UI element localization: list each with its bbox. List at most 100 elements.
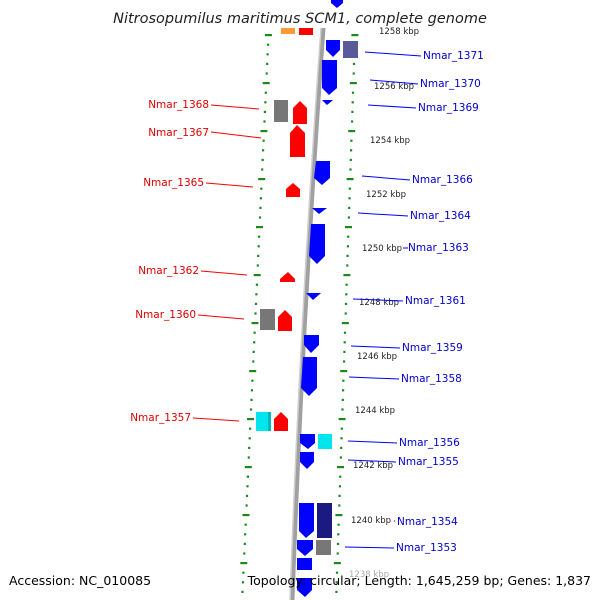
orange-feature (281, 28, 295, 34)
tick-mark (267, 43, 270, 46)
tick-mark (263, 120, 266, 123)
gene-features (256, 0, 358, 597)
scale-label: 1256 kbp (374, 82, 414, 92)
gene-label: Nmar_1369 (418, 102, 479, 114)
genome-backbone-highlight (289, 27, 322, 600)
forward-gene (299, 28, 313, 35)
genome-summary-text: Topology: circular; Length: 1,645,259 bp… (247, 573, 591, 588)
tick-mark (241, 581, 245, 584)
tick-mark (243, 542, 246, 545)
gene-label: Nmar_1365 (143, 177, 204, 189)
gene-label: Nmar_1359 (402, 342, 463, 354)
tick-mark (243, 552, 246, 555)
tick-mark (340, 427, 343, 430)
tick-mark (351, 34, 359, 37)
tick-mark (253, 274, 261, 277)
tick-mark (335, 581, 338, 584)
tick-mark (264, 34, 272, 37)
tick-mark (348, 187, 351, 190)
label-line (210, 131, 262, 139)
tick-mark (259, 206, 262, 209)
tick-mark (247, 418, 254, 421)
reverse-gene (314, 161, 330, 185)
tick-mark (335, 571, 339, 574)
tick-mark (258, 178, 266, 181)
slate-feature (343, 41, 358, 58)
reverse-gene (297, 540, 313, 556)
tick-mark (333, 562, 341, 565)
tick-mark (258, 235, 261, 238)
tick-mark (262, 149, 265, 152)
tick-mark (251, 322, 259, 325)
tick-mark (252, 350, 255, 353)
reverse-gene (306, 293, 321, 300)
tick-mark (346, 245, 349, 248)
gene-label: Nmar_1355 (398, 456, 459, 468)
tick-mark (251, 379, 254, 382)
tick-mark (346, 264, 349, 267)
tick-mark (350, 149, 353, 152)
tick-mark (340, 370, 348, 373)
tick-mark (348, 206, 351, 209)
tick-mark (343, 341, 346, 344)
tick-mark (264, 91, 267, 94)
scale-label: 1254 kbp (370, 136, 410, 146)
tick-mark (240, 562, 248, 565)
tick-mark (262, 82, 270, 85)
tick-mark (248, 446, 251, 449)
label-line (367, 104, 417, 109)
grey-feature (316, 540, 331, 555)
tick-mark (261, 168, 264, 171)
tick-mark (257, 254, 260, 257)
tick-mark (351, 120, 354, 123)
tick-mark (349, 168, 352, 171)
gene-label: Nmar_1353 (396, 542, 457, 554)
tick-mark (253, 341, 256, 344)
tick-mark (352, 62, 356, 65)
gene-label: Nmar_1358 (401, 373, 462, 385)
gene-label: Nmar_1362 (138, 265, 199, 277)
tick-mark (338, 504, 341, 507)
right-label-lines (344, 51, 422, 549)
tick-mark (341, 322, 349, 325)
tick-mark (249, 427, 252, 430)
tick-mark (349, 158, 352, 161)
label-line (347, 440, 398, 444)
forward-gene (280, 272, 295, 282)
tick-mark (343, 350, 346, 353)
right-labels: Nmar_1371 Nmar_1370 Nmar_1369 Nmar_1366 … (396, 50, 484, 554)
scale-label: 1248 kbp (359, 298, 399, 308)
tick-mark (242, 571, 245, 574)
genome-title: Nitrosopumilus maritimus SCM1, complete … (113, 11, 487, 27)
gene-label: Nmar_1357 (130, 412, 191, 424)
tick-mark (337, 466, 344, 469)
label-line (369, 79, 419, 85)
grey-feature (274, 100, 288, 122)
gene-label: Nmar_1356 (399, 437, 460, 449)
tick-mark (341, 398, 344, 401)
reverse-gene (331, 0, 343, 8)
tick-mark (254, 302, 258, 305)
label-line (192, 417, 240, 422)
tick-mark (342, 389, 345, 392)
gene-label: Nmar_1363 (408, 242, 469, 254)
tick-mark (255, 283, 258, 286)
scale-labels: 1258 kbp 1256 kbp 1254 kbp 1252 kbp 1250… (349, 27, 419, 580)
tick-mark (345, 283, 348, 286)
tick-mark (252, 360, 255, 363)
tick-mark (246, 475, 249, 478)
reverse-gene (297, 558, 312, 570)
gene-label: Nmar_1371 (423, 50, 484, 62)
tick-mark (335, 590, 338, 593)
tick-mark (337, 533, 340, 536)
gene-label: Nmar_1370 (420, 78, 481, 90)
scale-label: 1240 kbp (351, 516, 391, 526)
tick-mark (256, 264, 259, 267)
tick-mark (242, 514, 250, 517)
tick-mark (263, 110, 266, 113)
forward-gene (274, 412, 288, 431)
gene-label: Nmar_1361 (405, 295, 466, 307)
forward-gene (286, 183, 300, 197)
label-line (205, 182, 254, 188)
tick-mark (254, 312, 257, 315)
